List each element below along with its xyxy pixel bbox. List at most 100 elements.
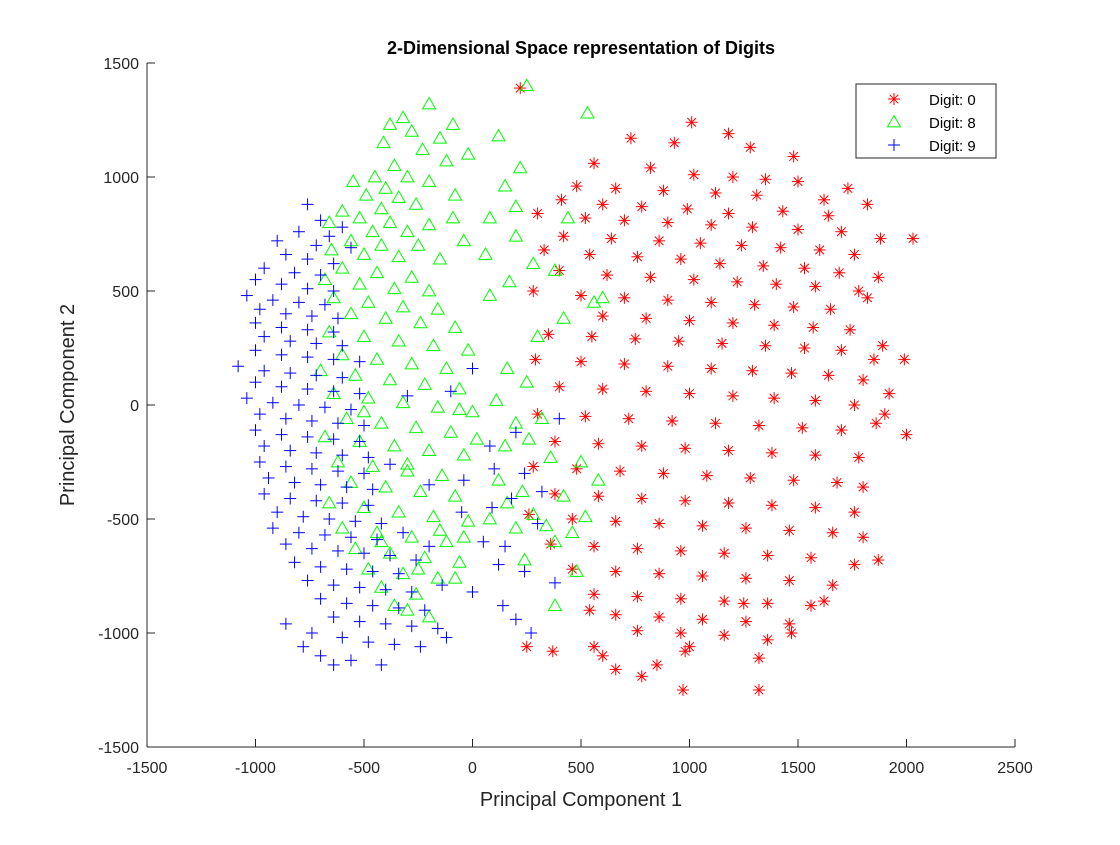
data-point	[629, 332, 642, 345]
data-point	[592, 437, 605, 450]
data-point	[340, 597, 353, 610]
data-point	[547, 534, 563, 548]
data-point	[785, 367, 798, 380]
data-point	[650, 658, 663, 671]
data-point	[491, 128, 506, 142]
data-point	[439, 153, 454, 167]
data-point	[826, 526, 839, 539]
data-point	[432, 522, 448, 536]
data-point	[696, 519, 709, 532]
data-point	[410, 561, 426, 575]
data-point	[525, 256, 541, 270]
data-point	[327, 326, 340, 339]
data-point	[579, 212, 592, 225]
data-point	[522, 508, 535, 521]
data-point	[395, 566, 411, 580]
data-point	[486, 501, 499, 514]
data-point	[759, 339, 772, 352]
data-point	[783, 574, 796, 587]
data-point	[452, 381, 467, 395]
data-point	[426, 509, 441, 523]
data-point	[426, 338, 441, 352]
data-point	[279, 248, 292, 261]
y-axis-label: Principal Component 2	[57, 304, 79, 506]
data-point	[748, 298, 761, 311]
data-point	[415, 142, 430, 156]
data-point	[573, 454, 589, 468]
data-point	[761, 549, 774, 562]
data-point	[792, 175, 804, 188]
data-point	[378, 180, 394, 194]
data-point	[761, 597, 774, 610]
data-point	[301, 383, 314, 396]
x-axis-label: Principal Component 1	[480, 789, 682, 811]
data-point	[752, 684, 765, 696]
data-point	[635, 440, 648, 453]
data-point	[835, 424, 848, 437]
data-point	[279, 538, 292, 551]
data-point	[852, 451, 865, 464]
data-point	[543, 449, 558, 463]
data-point	[585, 330, 598, 343]
data-point	[674, 592, 687, 605]
data-point	[547, 262, 563, 276]
data-point	[696, 613, 709, 626]
data-point	[362, 636, 375, 649]
data-point	[353, 581, 366, 594]
data-point	[366, 483, 379, 496]
data-point	[327, 385, 340, 398]
data-point	[460, 146, 476, 160]
data-point	[301, 351, 314, 364]
data-point	[387, 158, 402, 171]
data-point	[317, 429, 333, 443]
data-point	[408, 420, 424, 434]
data-point	[327, 353, 340, 366]
data-point	[404, 529, 420, 543]
data-point	[457, 474, 470, 487]
data-point	[508, 520, 524, 534]
data-point	[787, 300, 800, 313]
data-point	[292, 225, 305, 238]
data-point	[631, 590, 644, 603]
data-point	[588, 640, 601, 653]
data-point	[872, 271, 885, 284]
data-point	[488, 462, 501, 475]
data-point	[258, 440, 271, 453]
data-point	[857, 531, 870, 544]
data-point	[405, 585, 418, 598]
data-point	[737, 597, 750, 610]
data-point	[349, 515, 362, 528]
data-point	[423, 478, 436, 491]
data-point	[447, 187, 463, 201]
data-point	[395, 299, 411, 313]
x-tick-label: 0	[468, 760, 477, 777]
data-point	[445, 117, 461, 130]
data-point	[439, 361, 454, 374]
data-point	[687, 168, 700, 181]
data-point	[499, 495, 515, 509]
data-point	[768, 392, 781, 405]
data-point	[249, 344, 262, 357]
data-point	[596, 310, 609, 323]
data-point	[378, 310, 394, 324]
data-point	[765, 499, 778, 512]
data-point	[898, 353, 911, 366]
data-point	[358, 547, 370, 560]
data-point	[266, 294, 279, 307]
chart-title: 2-Dimensional Space representation of Di…	[387, 38, 775, 58]
data-point	[566, 513, 579, 525]
data-point	[497, 438, 513, 452]
data-point	[455, 506, 468, 519]
data-point	[744, 141, 757, 154]
data-point	[761, 633, 774, 646]
data-point	[284, 444, 297, 457]
data-point	[369, 351, 385, 365]
data-point	[413, 484, 428, 498]
y-tick-label: 0	[130, 398, 139, 415]
data-point	[566, 563, 579, 576]
data-point	[249, 316, 262, 329]
data-point	[848, 506, 861, 519]
data-point	[288, 556, 301, 569]
data-point	[857, 373, 870, 386]
y-tick-label: -1500	[98, 740, 139, 757]
